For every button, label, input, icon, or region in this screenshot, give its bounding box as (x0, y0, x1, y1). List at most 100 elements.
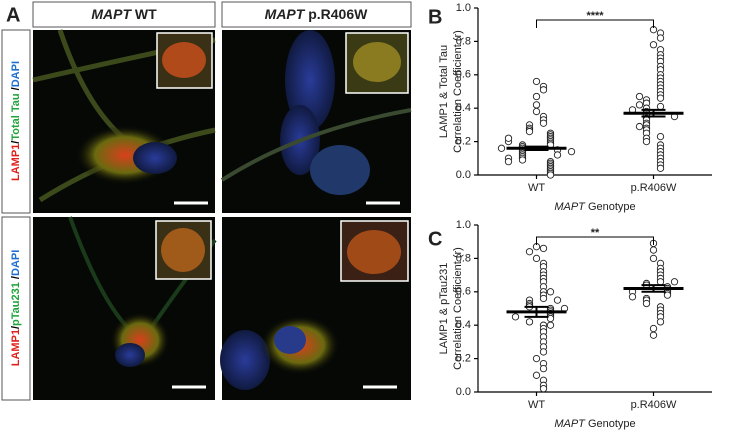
data-point (656, 164, 665, 172)
data-point (656, 318, 665, 326)
micrograph (220, 217, 411, 400)
row-label-part: / (10, 87, 22, 93)
header-italic: MAPT (265, 6, 306, 22)
data-point (670, 278, 679, 286)
data-point (649, 254, 658, 263)
row-label-part: / (10, 141, 22, 144)
data-point (504, 157, 513, 166)
significance-label: **** (586, 10, 604, 22)
data-point (539, 119, 548, 127)
data-point (656, 102, 665, 111)
data-point (539, 244, 548, 253)
data-point (504, 134, 513, 142)
panel-label: C (428, 228, 442, 250)
data-point (546, 288, 555, 296)
x-tick-label: WT (528, 399, 545, 411)
header-box (32, 1, 216, 28)
y-axis-label: Correlation Coefficient (r) (452, 30, 464, 153)
y-tick-label: 1.0 (456, 2, 471, 14)
data-point (628, 293, 637, 301)
panel-label: A (6, 4, 20, 26)
column-header: MAPT p.R406W (265, 6, 368, 22)
x-tick-label: p.R406W (631, 182, 677, 194)
data-point (649, 41, 658, 49)
x-axis-label: MAPT Genotype (554, 418, 635, 430)
data-point (532, 371, 541, 379)
data-point (635, 92, 644, 101)
data-point (656, 34, 665, 42)
y-axis-label: Correlation Coefficient (r) (452, 247, 464, 370)
y-axis-label: LAMP1 & pTau231 (438, 263, 450, 355)
data-point (539, 385, 548, 393)
y-tick-label: 0.4 (456, 319, 471, 331)
column-header: MAPT WT (91, 6, 157, 22)
panel-label: B (428, 6, 442, 28)
micrograph (32, 29, 216, 213)
data-point (525, 248, 534, 256)
row-label-part: LAMP1 (10, 329, 22, 366)
data-point (532, 77, 541, 86)
row-label-part: / (10, 276, 22, 282)
y-tick-label: 1.0 (456, 219, 471, 231)
data-point (635, 101, 644, 109)
data-point (539, 86, 548, 94)
data-point (649, 324, 658, 333)
header-italic: MAPT (91, 6, 132, 22)
significance-bracket (536, 236, 654, 245)
data-point (649, 246, 658, 254)
significance-label: ** (591, 227, 600, 239)
data-point (539, 294, 548, 303)
x-label-text: Genotype (588, 418, 636, 430)
data-point (546, 171, 555, 179)
data-point (553, 151, 562, 159)
data-point (532, 354, 541, 363)
data-point (642, 137, 651, 146)
data-point (518, 156, 527, 164)
data-point (635, 122, 644, 131)
micrograph (220, 30, 412, 213)
y-tick-label: 0.2 (456, 353, 471, 365)
x-label-italic: MAPT (554, 201, 586, 213)
y-tick-label: 0.6 (456, 69, 471, 81)
x-label-italic: MAPT (554, 418, 586, 430)
significance-bracket (536, 19, 654, 28)
row-label-part: pTau231 (10, 282, 22, 326)
row-label-part: DAPI (10, 250, 22, 276)
data-point (532, 254, 541, 263)
y-tick-label: 0.8 (456, 252, 471, 264)
data-point (539, 348, 548, 356)
y-tick-label: 0.4 (456, 102, 471, 114)
x-tick-label: WT (528, 182, 545, 194)
header-text: WT (135, 6, 157, 22)
data-point (511, 313, 520, 321)
data-point (525, 127, 534, 136)
row-label-part: / (10, 326, 22, 329)
data-point (539, 364, 548, 373)
row-label-part: DAPI (10, 61, 22, 87)
data-point (532, 92, 541, 101)
y-tick-label: 0.2 (456, 136, 471, 148)
x-label-text: Genotype (588, 201, 636, 213)
row-label-box (1, 216, 31, 401)
data-point (656, 94, 665, 102)
y-tick-label: 0.0 (456, 169, 471, 181)
micrograph (33, 216, 217, 400)
row-label-part: LAMP1 (10, 144, 22, 181)
data-point (532, 107, 541, 116)
x-tick-label: p.R406W (631, 399, 677, 411)
data-point (525, 318, 534, 326)
row-label: LAMP1/Total Tau /DAPI (10, 61, 22, 181)
data-point (663, 291, 672, 299)
row-label-part: Total Tau (10, 93, 22, 140)
data-point (649, 331, 658, 339)
y-axis-label: LAMP1 & Total Tau (438, 45, 450, 138)
data-point (546, 321, 555, 329)
data-point (656, 132, 665, 141)
row-label: LAMP1/pTau231 /DAPI (10, 250, 22, 367)
data-point (532, 101, 541, 109)
header-box (221, 1, 412, 28)
data-point (642, 299, 651, 308)
data-point (497, 144, 506, 152)
